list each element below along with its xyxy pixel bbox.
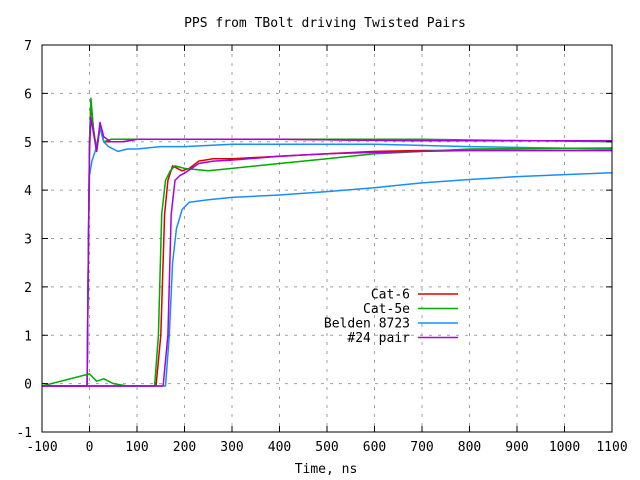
series-line-4 [42,149,612,387]
y-tick-label: -1 [16,426,32,441]
x-tick-label: 200 [173,440,196,455]
x-tick-label: 0 [86,440,94,455]
x-tick-label: 600 [363,440,386,455]
ticks: -100 0 100 200 300 400 500 600 700 800 900 1000 1100… [16,39,627,455]
x-tick-label: 1000 [549,440,580,455]
plot-frame [41,44,613,433]
y-tick-label: 6 [24,87,32,102]
grid [42,45,612,432]
x-tick-label: 800 [458,440,481,455]
x-tick-label: -100 [26,440,57,455]
x-tick-label: 300 [220,440,243,455]
series-line-2 [42,126,613,387]
series-line-5 [41,147,613,387]
legend-label: #24 pair [347,331,410,346]
series-line-3 [42,116,612,387]
series-line-6 [42,171,613,387]
x-axis-label: Time, ns [295,462,358,477]
chart-title: PPS from TBolt driving Twisted Pairs [184,16,466,31]
y-tick-label: 7 [24,39,32,54]
legend-label: Cat-5e [363,302,410,317]
y-tick-label: 2 [24,281,32,296]
legend-label: Cat-6 [371,288,410,303]
x-tick-label: 1100 [596,440,627,455]
series-group [41,97,613,387]
x-tick-label: 700 [410,440,433,455]
x-tick-label: 900 [505,440,528,455]
x-tick-label: 500 [315,440,338,455]
series-line-7 [42,149,612,387]
y-tick-label: 5 [24,136,32,151]
legend-label: Belden 8723 [324,317,410,332]
x-tick-label: 400 [268,440,291,455]
y-tick-label: 0 [24,378,32,393]
y-tick-label: 3 [24,233,32,248]
x-tick-label: 100 [125,440,148,455]
y-tick-label: 1 [24,329,32,344]
y-tick-label: 4 [24,184,32,199]
